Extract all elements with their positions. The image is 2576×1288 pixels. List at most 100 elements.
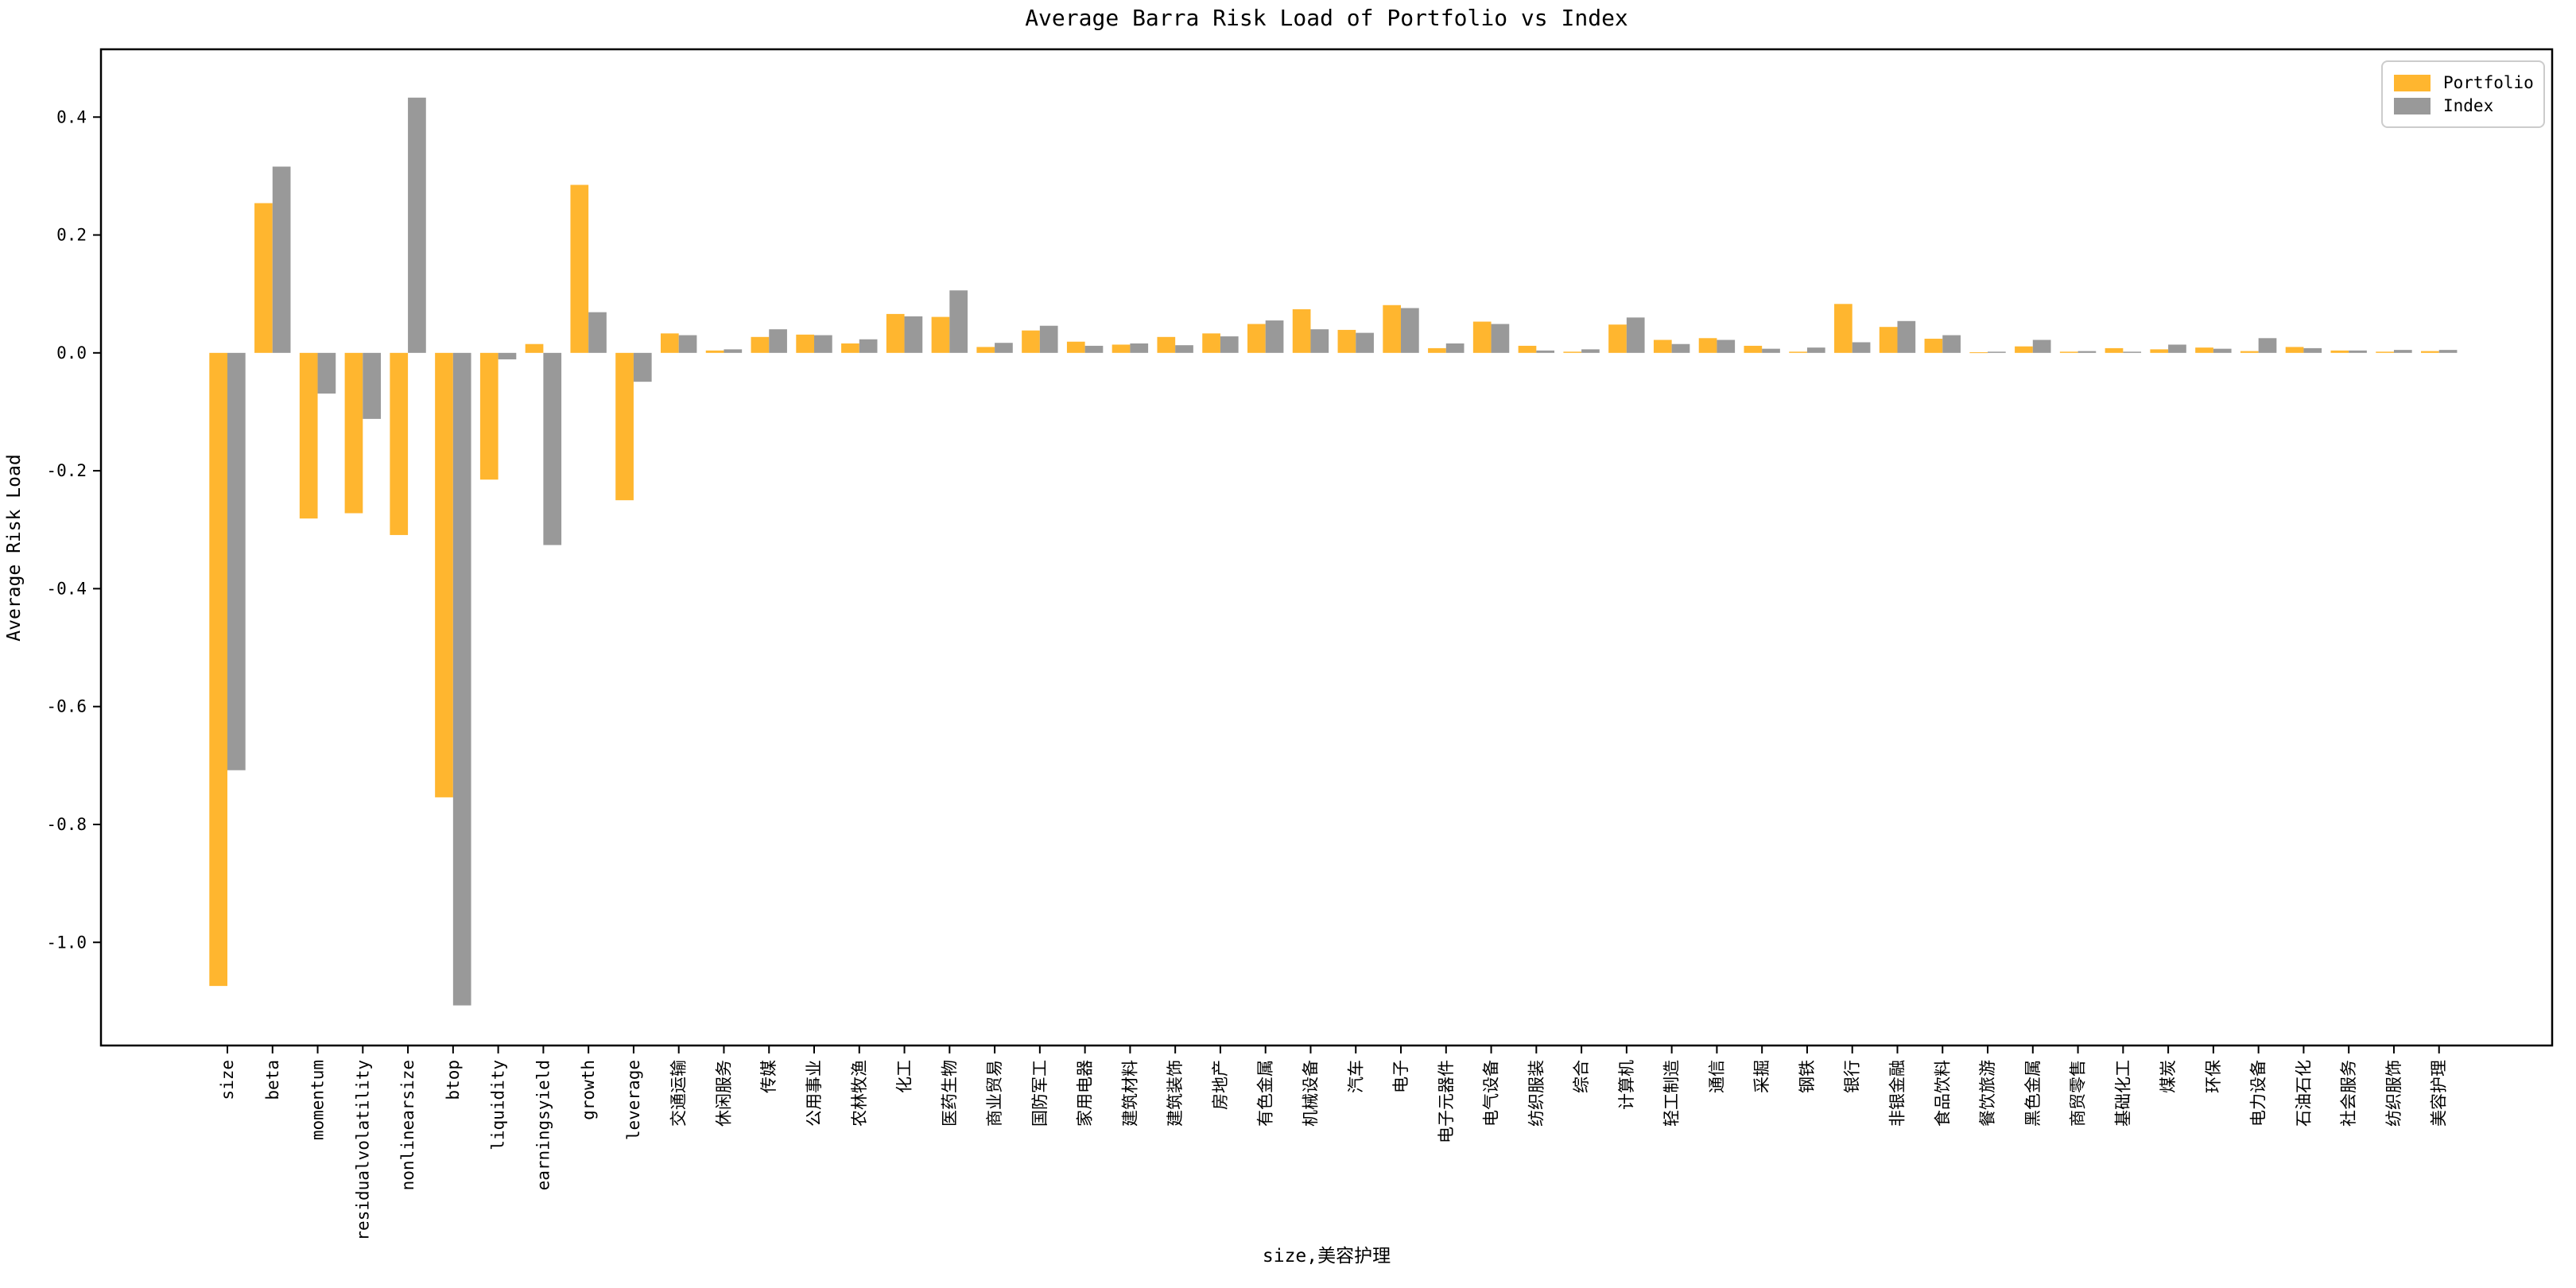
bar-index-earningsyield <box>543 352 562 545</box>
x-tick-label-交通运输: 交通运输 <box>669 1060 689 1127</box>
x-tick-label-医药生物: 医药生物 <box>940 1060 959 1127</box>
bar-portfolio-银行 <box>1834 304 1852 353</box>
bar-index-liquidity <box>498 352 517 359</box>
bar-index-growth <box>588 312 607 353</box>
bar-index-通信 <box>1717 339 1736 353</box>
x-tick-label-银行: 银行 <box>1843 1060 1862 1093</box>
axes-spines <box>99 48 2554 1047</box>
x-tick-label-纺织服装: 纺织服装 <box>1527 1060 1546 1127</box>
bar-portfolio-采掘 <box>1744 345 1763 353</box>
bar-index-环保 <box>2213 348 2232 353</box>
bar-portfolio-liquidity <box>479 352 499 480</box>
bar-portfolio-非银金融 <box>1879 327 1898 353</box>
bar-portfolio-美容护理 <box>2421 351 2439 353</box>
x-tick-label-公用事业: 公用事业 <box>805 1060 824 1127</box>
bar-portfolio-公用事业 <box>796 334 815 353</box>
y-tick-label: -0.4 <box>46 579 87 598</box>
x-tick-label-电力设备: 电力设备 <box>2249 1060 2268 1127</box>
bar-portfolio-餐饮旅游 <box>1969 352 1988 354</box>
bar-portfolio-环保 <box>2195 347 2213 353</box>
bar-portfolio-earningsyield <box>525 343 544 353</box>
y-tick-label: 0.0 <box>56 343 87 363</box>
x-tick-label-石油石化: 石油石化 <box>2294 1060 2313 1127</box>
bar-portfolio-钢铁 <box>1789 351 1807 353</box>
x-tick-label-nonlinearsize: nonlinearsize <box>398 1060 417 1190</box>
bar-portfolio-电子 <box>1383 305 1402 353</box>
y-tick-label: -0.2 <box>46 461 87 480</box>
x-tick-label-通信: 通信 <box>1707 1060 1726 1093</box>
portfolio-swatch-icon <box>2394 74 2431 91</box>
bar-portfolio-纺织服饰 <box>2376 351 2394 353</box>
bar-index-基础化工 <box>2123 351 2142 353</box>
y-axis-label: Average Risk Load <box>4 454 25 642</box>
bar-portfolio-化工 <box>886 313 905 353</box>
x-tick-label-传媒: 传媒 <box>759 1060 778 1093</box>
bar-portfolio-size <box>209 352 227 987</box>
bar-portfolio-btop <box>435 352 453 797</box>
x-tick-label-环保: 环保 <box>2204 1060 2223 1093</box>
bar-portfolio-机械设备 <box>1292 308 1311 353</box>
bar-index-建筑装饰 <box>1175 345 1193 353</box>
bar-portfolio-residualvolatility <box>344 352 363 514</box>
bar-portfolio-传媒 <box>751 336 770 353</box>
bar-portfolio-有色金属 <box>1247 324 1266 353</box>
bar-index-电子元器件 <box>1445 343 1465 353</box>
legend: Portfolio Index <box>2381 60 2545 128</box>
y-tick-label: -0.8 <box>46 815 87 834</box>
x-axis-label: size,美容护理 <box>1262 1246 1391 1267</box>
x-tick-label-美容护理: 美容护理 <box>2430 1060 2449 1127</box>
bar-portfolio-黑色金属 <box>2015 346 2033 353</box>
bar-index-纺织服装 <box>1536 350 1555 353</box>
x-tick-label-商业贸易: 商业贸易 <box>985 1060 1004 1127</box>
x-tick-label-房地产: 房地产 <box>1211 1060 1230 1110</box>
x-tick-label-家用电器: 家用电器 <box>1076 1060 1095 1127</box>
bar-portfolio-商贸零售 <box>2059 351 2078 353</box>
x-tick-label-国防军工: 国防军工 <box>1030 1060 1049 1127</box>
x-tick-label-liquidity: liquidity <box>489 1060 508 1150</box>
bar-index-电力设备 <box>2258 338 2277 353</box>
bar-index-银行 <box>1852 342 1871 353</box>
bar-index-医药生物 <box>949 290 968 353</box>
bar-portfolio-汽车 <box>1337 329 1356 353</box>
bar-index-钢铁 <box>1806 347 1825 353</box>
bar-portfolio-纺织服装 <box>1518 345 1537 353</box>
x-tick-label-黑色金属: 黑色金属 <box>2023 1060 2043 1127</box>
bar-portfolio-nonlinearsize <box>390 352 409 535</box>
bar-portfolio-医药生物 <box>931 316 950 353</box>
bar-portfolio-社会服务 <box>2330 350 2349 353</box>
x-tick-label-农林牧渔: 农林牧渔 <box>850 1060 869 1127</box>
bar-portfolio-电气设备 <box>1472 321 1492 353</box>
bar-index-美容护理 <box>2438 350 2458 353</box>
y-tick-label: 0.2 <box>56 226 87 245</box>
legend-item-index: Index <box>2394 95 2532 116</box>
bar-portfolio-momentum <box>299 352 318 519</box>
bar-index-国防军工 <box>1039 325 1058 353</box>
bar-portfolio-农林牧渔 <box>841 343 859 353</box>
y-tick-label: 0.4 <box>56 107 87 126</box>
bar-portfolio-商业贸易 <box>976 347 995 353</box>
bar-index-农林牧渔 <box>859 339 878 353</box>
x-tick-label-休闲服务: 休闲服务 <box>714 1060 733 1127</box>
bar-index-btop <box>452 352 471 1006</box>
bar-index-非银金融 <box>1897 320 1916 353</box>
x-tick-label-电子元器件: 电子元器件 <box>1437 1060 1456 1143</box>
bar-portfolio-基础化工 <box>2105 347 2124 353</box>
x-tick-label-非银金融: 非银金融 <box>1887 1060 1907 1127</box>
bar-index-公用事业 <box>814 335 832 353</box>
bar-portfolio-国防军工 <box>1022 330 1040 353</box>
bar-portfolio-计算机 <box>1608 324 1627 353</box>
bar-portfolio-growth <box>570 184 589 353</box>
bar-portfolio-煤炭 <box>2150 349 2169 353</box>
x-tick-label-residualvolatility: residualvolatility <box>353 1060 372 1241</box>
bar-index-综合 <box>1581 349 1600 353</box>
bar-index-黑色金属 <box>2032 339 2051 353</box>
bar-index-纺织服饰 <box>2393 350 2412 353</box>
bar-index-建筑材料 <box>1130 343 1149 353</box>
x-tick-label-化工: 化工 <box>895 1060 914 1093</box>
bar-index-nonlinearsize <box>408 97 426 353</box>
x-tick-label-基础化工: 基础化工 <box>2113 1060 2132 1127</box>
bar-portfolio-建筑装饰 <box>1157 336 1176 353</box>
bar-portfolio-家用电器 <box>1066 341 1085 353</box>
